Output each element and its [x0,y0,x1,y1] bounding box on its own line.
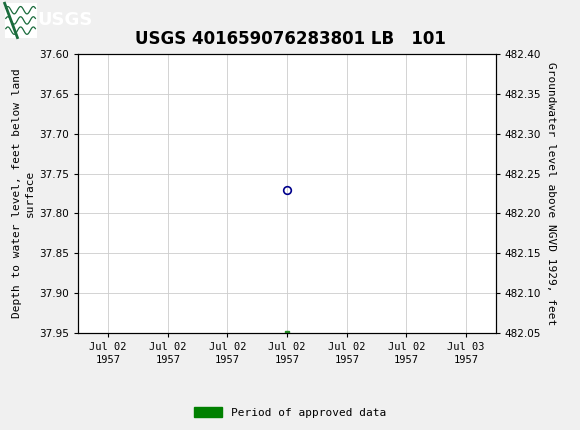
Text: USGS: USGS [38,12,93,29]
Y-axis label: Depth to water level, feet below land
surface: Depth to water level, feet below land su… [12,69,35,318]
Text: USGS 401659076283801 LB   101: USGS 401659076283801 LB 101 [135,30,445,48]
Bar [5,3,37,37]
Y-axis label: Groundwater level above NGVD 1929, feet: Groundwater level above NGVD 1929, feet [546,62,556,325]
Legend: Period of approved data: Period of approved data [190,403,390,422]
